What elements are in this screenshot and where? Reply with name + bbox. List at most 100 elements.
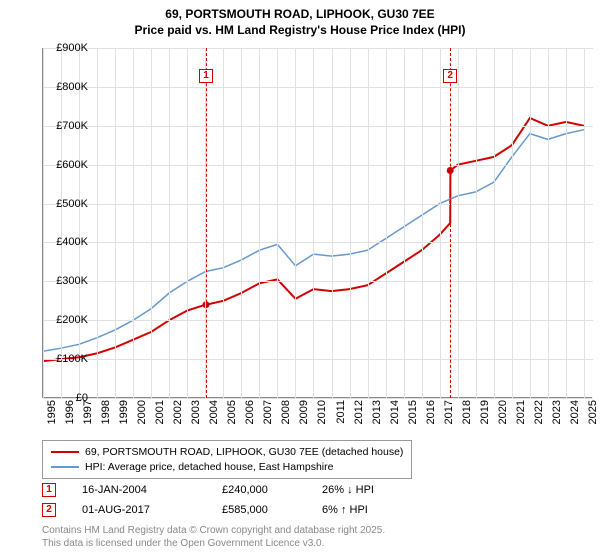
xtick-label: 2013	[371, 400, 383, 424]
xtick-label: 2021	[515, 400, 527, 424]
gridline-v	[368, 48, 369, 398]
xtick-label: 2020	[497, 400, 509, 424]
title-line-1: 69, PORTSMOUTH ROAD, LIPHOOK, GU30 7EE	[0, 6, 600, 22]
gridline-h	[43, 398, 593, 399]
legend-row-hpi: HPI: Average price, detached house, East…	[51, 460, 403, 475]
footer-line-1: Contains HM Land Registry data © Crown c…	[42, 524, 385, 537]
title-block: 69, PORTSMOUTH ROAD, LIPHOOK, GU30 7EE P…	[0, 0, 600, 38]
gridline-v	[584, 48, 585, 398]
xtick-label: 2017	[443, 400, 455, 424]
gridline-v	[169, 48, 170, 398]
line-svg	[43, 48, 593, 398]
xtick-label: 2019	[479, 400, 491, 424]
trans-marker-2: 2	[42, 503, 82, 517]
gridline-v	[241, 48, 242, 398]
xtick-label: 2006	[244, 400, 256, 424]
gridline-h	[43, 165, 593, 166]
gridline-v	[277, 48, 278, 398]
gridline-v	[476, 48, 477, 398]
sale-marker-line	[206, 48, 207, 398]
ytick-label: £500K	[56, 198, 88, 210]
plot-region: 12	[42, 48, 592, 398]
gridline-v	[332, 48, 333, 398]
gridline-h	[43, 242, 593, 243]
gridline-v	[115, 48, 116, 398]
gridline-h	[43, 281, 593, 282]
gridline-v	[61, 48, 62, 398]
gridline-h	[43, 48, 593, 49]
gridline-v	[386, 48, 387, 398]
gridline-h	[43, 359, 593, 360]
xtick-label: 2014	[389, 400, 401, 424]
xtick-label: 2002	[172, 400, 184, 424]
gridline-v	[530, 48, 531, 398]
gridline-v	[512, 48, 513, 398]
ytick-label: £200K	[56, 314, 88, 326]
transactions-table: 1 16-JAN-2004 £240,000 26% ↓ HPI 2 01-AU…	[42, 480, 442, 520]
trans-marker-1: 1	[42, 483, 82, 497]
gridline-h	[43, 87, 593, 88]
trans-price-2: £585,000	[222, 504, 322, 516]
xtick-label: 2005	[226, 400, 238, 424]
xtick-label: 2025	[587, 400, 599, 424]
gridline-v	[79, 48, 80, 398]
sale-marker-box: 2	[443, 69, 457, 83]
gridline-h	[43, 126, 593, 127]
xtick-label: 1999	[118, 400, 130, 424]
xtick-label: 2001	[154, 400, 166, 424]
gridline-v	[440, 48, 441, 398]
title-line-2: Price paid vs. HM Land Registry's House …	[0, 22, 600, 38]
gridline-v	[133, 48, 134, 398]
legend-label-hpi: HPI: Average price, detached house, East…	[85, 460, 333, 475]
chart-area: 12	[42, 48, 592, 398]
gridline-v	[494, 48, 495, 398]
gridline-v	[458, 48, 459, 398]
xtick-label: 2023	[551, 400, 563, 424]
ytick-label: £900K	[56, 42, 88, 54]
legend-swatch-hpi	[51, 466, 79, 468]
xtick-label: 2012	[353, 400, 365, 424]
trans-diff-1: 26% ↓ HPI	[322, 484, 442, 496]
xtick-label: 1997	[82, 400, 94, 424]
xtick-label: 1995	[46, 400, 58, 424]
legend-swatch-property	[51, 451, 79, 453]
gridline-v	[404, 48, 405, 398]
xtick-label: 2015	[407, 400, 419, 424]
xtick-label: 2011	[335, 400, 347, 424]
legend-label-property: 69, PORTSMOUTH ROAD, LIPHOOK, GU30 7EE (…	[85, 445, 403, 460]
footer-block: Contains HM Land Registry data © Crown c…	[42, 524, 385, 550]
gridline-v	[43, 48, 44, 398]
legend-box: 69, PORTSMOUTH ROAD, LIPHOOK, GU30 7EE (…	[42, 440, 412, 479]
gridline-v	[350, 48, 351, 398]
ytick-label: £700K	[56, 120, 88, 132]
legend-row-property: 69, PORTSMOUTH ROAD, LIPHOOK, GU30 7EE (…	[51, 445, 403, 460]
transaction-row-2: 2 01-AUG-2017 £585,000 6% ↑ HPI	[42, 500, 442, 520]
trans-price-1: £240,000	[222, 484, 322, 496]
gridline-v	[566, 48, 567, 398]
ytick-label: £800K	[56, 81, 88, 93]
gridline-v	[97, 48, 98, 398]
transaction-row-1: 1 16-JAN-2004 £240,000 26% ↓ HPI	[42, 480, 442, 500]
gridline-v	[187, 48, 188, 398]
xtick-label: 2018	[461, 400, 473, 424]
gridline-v	[295, 48, 296, 398]
gridline-h	[43, 204, 593, 205]
xtick-label: 2000	[136, 400, 148, 424]
gridline-v	[151, 48, 152, 398]
trans-date-1: 16-JAN-2004	[82, 484, 222, 496]
gridline-v	[313, 48, 314, 398]
chart-container: 69, PORTSMOUTH ROAD, LIPHOOK, GU30 7EE P…	[0, 0, 600, 560]
ytick-label: £400K	[56, 236, 88, 248]
gridline-v	[259, 48, 260, 398]
gridline-v	[223, 48, 224, 398]
xtick-label: 2008	[280, 400, 292, 424]
ytick-label: £600K	[56, 159, 88, 171]
xtick-label: 2010	[316, 400, 328, 424]
xtick-label: 2016	[425, 400, 437, 424]
sale-marker-box: 1	[199, 69, 213, 83]
sale-marker-line	[450, 48, 451, 398]
xtick-label: 2007	[262, 400, 274, 424]
xtick-label: 2024	[569, 400, 581, 424]
xtick-label: 2022	[533, 400, 545, 424]
xtick-label: 2009	[298, 400, 310, 424]
